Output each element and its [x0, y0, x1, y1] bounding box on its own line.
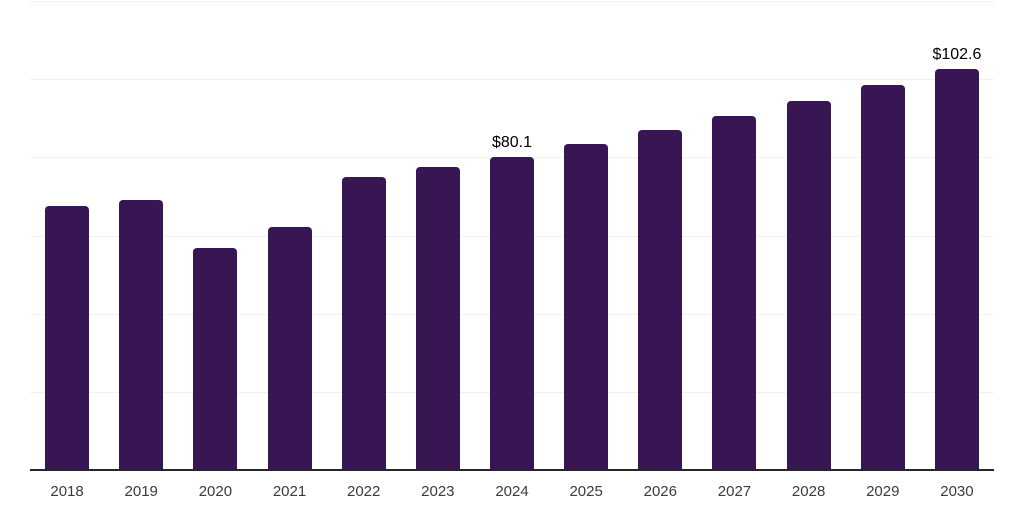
x-tick-label-2019: 2019 — [124, 483, 158, 500]
bar-2020 — [193, 248, 238, 470]
bar-2024 — [490, 156, 534, 470]
bar-2019 — [119, 199, 164, 470]
bar-2027 — [712, 115, 757, 470]
gridline-100 — [30, 79, 994, 80]
value-label-2024: $80.1 — [491, 133, 533, 151]
x-tick-label-2026: 2026 — [643, 483, 677, 500]
bar-2026 — [638, 129, 683, 470]
x-tick-label-2023: 2023 — [421, 483, 455, 500]
bar-2022 — [341, 176, 386, 470]
x-tick-label-2022: 2022 — [347, 483, 381, 500]
x-tick-label-2027: 2027 — [717, 483, 752, 500]
x-tick-label-2018: 2018 — [50, 483, 84, 500]
bar-2023 — [415, 166, 460, 470]
x-tick-label-2020: 2020 — [198, 483, 233, 500]
x-tick-label-2025: 2025 — [569, 483, 603, 500]
x-tick-label-2030: 2030 — [940, 483, 974, 500]
bar-2025 — [564, 143, 609, 470]
bar-2030 — [934, 69, 979, 470]
x-tick-label-2029: 2029 — [866, 483, 900, 500]
x-axis-line — [30, 469, 994, 471]
gridline-120 — [30, 1, 994, 2]
value-label-2030: $102.6 — [932, 46, 982, 63]
bar-2029 — [860, 85, 905, 470]
x-tick-label-2024: 2024 — [495, 483, 529, 500]
bar-2028 — [786, 100, 831, 470]
bar-2021 — [267, 226, 312, 470]
x-tick-label-2028: 2028 — [791, 483, 826, 500]
bar-2018 — [45, 205, 90, 470]
x-tick-label-2021: 2021 — [272, 483, 307, 500]
